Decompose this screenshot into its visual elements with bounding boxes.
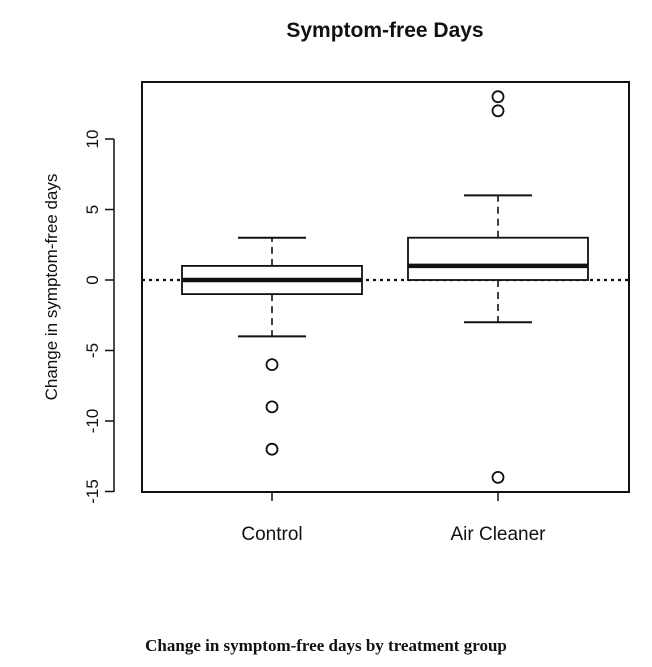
outlier-point [265,442,279,456]
box-air-cleaner [407,90,589,484]
y-tick-label: 5 [83,205,102,214]
x-category-label: Control [241,524,302,545]
outlier-point [491,470,505,484]
box-plot-chart: Symptom-free Days Change in symptom-free… [42,19,630,545]
figure-caption: Change in symptom-free days by treatment… [145,636,507,655]
y-tick-label: 10 [83,130,102,149]
y-tick-label: -15 [83,479,102,504]
plot-frame [141,81,630,493]
y-axis-label: Change in symptom-free days [42,174,61,401]
outlier-point [265,358,279,372]
y-tick-label: 0 [83,275,102,284]
x-axis-ticks: Control Air Cleaner [241,492,546,545]
x-category-label: Air Cleaner [450,524,546,545]
outlier-point [491,104,505,118]
box-control [181,236,363,456]
outlier-point [265,400,279,414]
chart-title: Symptom-free Days [286,19,483,42]
outlier-point [491,90,505,104]
y-tick-label: -10 [83,409,102,434]
y-axis-ticks: -15 -10 -5 0 5 10 [83,130,114,504]
boxes-group [181,90,589,484]
y-tick-label: -5 [83,343,102,358]
iqr-box [407,236,589,281]
